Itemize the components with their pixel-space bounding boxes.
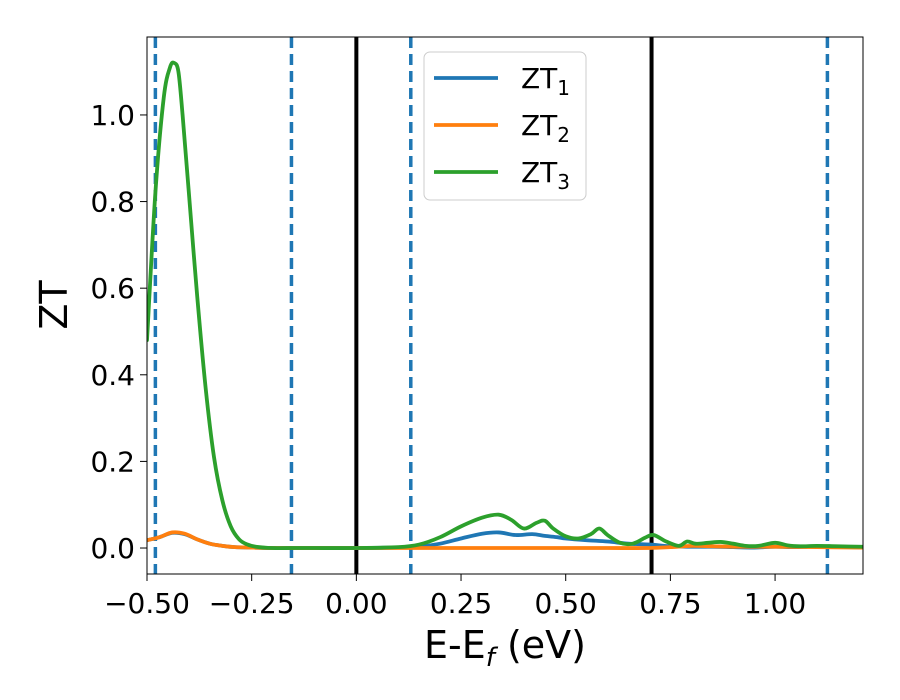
legend-label-1: ZT1 xyxy=(521,62,570,100)
x-tick-label: 0.50 xyxy=(535,587,597,620)
x-axis-title: E-Ef (eV) xyxy=(424,623,586,673)
y-tick-label: 0.0 xyxy=(90,532,135,565)
series-layer xyxy=(147,60,863,551)
x-tick-label: 0.75 xyxy=(639,587,701,620)
x-tick-label: −0.25 xyxy=(209,587,295,620)
y-axis: 0.0 0.2 0.4 0.6 0.8 1.0 xyxy=(90,99,147,565)
y-tick-label: 0.6 xyxy=(90,272,135,305)
legend: ZT1 ZT2 ZT3 xyxy=(423,51,587,201)
x-tick-label: 0.25 xyxy=(430,587,492,620)
plot-frame xyxy=(146,36,864,575)
y-tick-label: 1.0 xyxy=(90,99,135,132)
y-axis-title: ZT xyxy=(32,280,76,330)
x-tick-label: −0.50 xyxy=(104,587,190,620)
legend-label-2: ZT2 xyxy=(521,109,570,147)
y-tick-label: 0.4 xyxy=(90,359,135,392)
y-tick-label: 0.2 xyxy=(90,445,135,478)
x-tick-label: 0.00 xyxy=(325,587,387,620)
y-tick-label: 0.8 xyxy=(90,186,135,219)
legend-frame xyxy=(423,51,587,201)
reference-lines xyxy=(153,37,830,574)
x-tick-label: 1.00 xyxy=(744,587,806,620)
legend-label-3: ZT3 xyxy=(521,156,570,194)
x-axis: −0.50 −0.25 0.00 0.25 0.50 0.75 1.00 xyxy=(104,574,806,620)
series-line-3 xyxy=(147,60,863,551)
